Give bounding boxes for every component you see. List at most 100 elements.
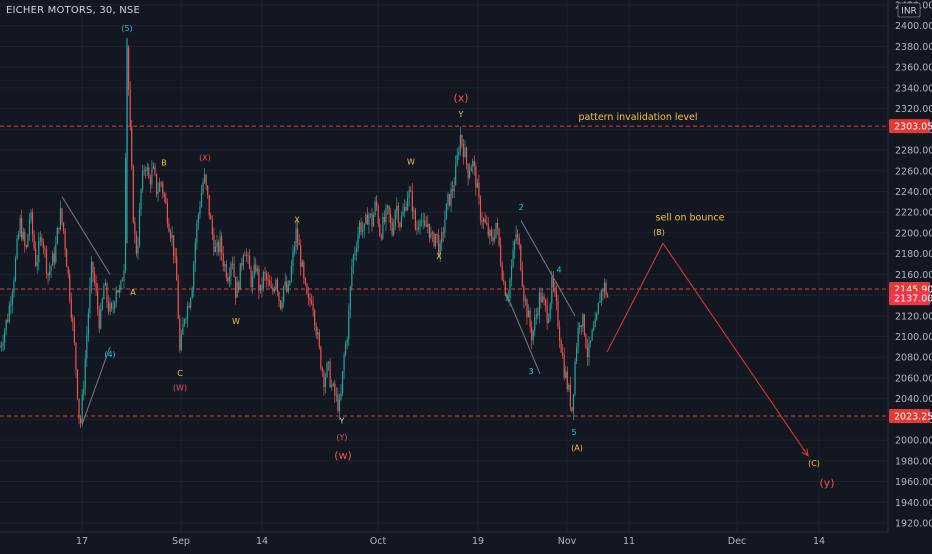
- candle-body: [596, 314, 598, 320]
- candle-body: [87, 312, 89, 336]
- candle-body: [21, 218, 23, 240]
- price-tick-label: 2240.00: [895, 187, 932, 198]
- price-axis-bg: [888, 0, 932, 550]
- candle-body: [78, 398, 80, 419]
- candle-body: [462, 144, 465, 158]
- candle-body: [180, 334, 182, 350]
- candle-body: [531, 327, 533, 341]
- candle-body: [393, 227, 395, 235]
- candle-body: [512, 249, 514, 267]
- candle-body: [165, 196, 167, 204]
- candle-body: [217, 242, 220, 253]
- candle-body: [109, 303, 111, 312]
- wave-label: (x): [453, 91, 468, 104]
- wave-label: 4: [556, 265, 561, 274]
- candle-body: [582, 314, 584, 327]
- wave-label: (W): [173, 383, 187, 392]
- candle-body: [25, 245, 27, 248]
- candle-body: [428, 223, 430, 238]
- candle-body: [255, 264, 257, 272]
- candle-body: [233, 263, 235, 277]
- candle-body: [377, 206, 379, 224]
- projection-line: [606, 242, 809, 456]
- candle-body: [137, 245, 139, 254]
- candle-body: [231, 263, 234, 265]
- candle-body: [421, 220, 423, 222]
- candle-body: [583, 314, 585, 335]
- candle-body: [235, 276, 237, 298]
- candle-body: [190, 298, 192, 308]
- candle-body: [149, 178, 151, 185]
- current-price-badge: [889, 291, 930, 306]
- candle-body: [501, 264, 503, 280]
- candle-body: [279, 300, 282, 309]
- candle-body: [0, 346, 1, 348]
- candle-body: [236, 282, 238, 298]
- candle-body: [580, 325, 582, 327]
- candle-body: [194, 242, 196, 264]
- candle-body: [509, 279, 511, 298]
- candle-body: [562, 352, 564, 356]
- candle-body: [227, 277, 229, 282]
- candle-body: [563, 355, 565, 378]
- time-tick-label: Sep: [172, 536, 190, 547]
- candle-body: [92, 261, 94, 273]
- wave-label: (X): [199, 153, 211, 162]
- trendline: [520, 220, 576, 317]
- candle-body: [390, 214, 392, 223]
- candle-body: [603, 282, 606, 292]
- candle-body: [569, 384, 571, 408]
- candle-body: [332, 383, 334, 386]
- candle-body: [33, 234, 35, 249]
- candle-body: [498, 228, 500, 245]
- candle-body: [281, 302, 283, 309]
- candle-body: [44, 247, 46, 249]
- candle-body: [376, 201, 378, 207]
- candle-body: [473, 160, 475, 167]
- candle-body: [41, 237, 43, 243]
- time-axis[interactable]: 17 Sep 14 Oct 19 Nov 11 Dec 14: [0, 531, 888, 547]
- candle-body: [283, 286, 285, 303]
- candle-body: [115, 290, 117, 303]
- candle-body: [112, 308, 114, 310]
- candle-body: [200, 192, 203, 207]
- candle-body: [602, 289, 604, 292]
- candle-body: [461, 134, 463, 145]
- candle-body: [574, 361, 576, 395]
- candle-body: [402, 212, 404, 216]
- price-axis[interactable]: 1920.001940.001960.001980.002000.002020.…: [887, 0, 932, 550]
- candle-body: [138, 209, 141, 246]
- price-tick-label: 1940.00: [895, 498, 932, 509]
- candle-body: [366, 214, 368, 225]
- candle-body: [532, 330, 534, 341]
- price-tick-label: 2360.00: [895, 63, 932, 74]
- candle-body: [456, 154, 458, 165]
- candle-body: [450, 188, 452, 206]
- candle-body: [314, 310, 316, 325]
- candle-body: [568, 384, 570, 390]
- candle-body: [524, 299, 527, 302]
- candle-body: [324, 376, 327, 387]
- candle-body: [191, 289, 193, 299]
- candle-body: [500, 244, 502, 265]
- candle-body: [56, 227, 58, 245]
- trendlines: [61, 196, 576, 425]
- candle-body: [335, 394, 337, 396]
- candle-body: [503, 279, 505, 283]
- time-tick-label: Dec: [728, 536, 746, 547]
- candle-body: [89, 285, 91, 313]
- projection-arrowhead: [801, 448, 809, 457]
- price-tick-label: 2120.00: [895, 311, 932, 322]
- candle-body: [427, 223, 429, 227]
- price-tick-label: 2260.00: [895, 166, 932, 177]
- candle-body: [368, 215, 370, 225]
- candle-body: [534, 317, 536, 331]
- candle-body: [244, 255, 246, 257]
- candle-body: [98, 308, 100, 329]
- candle-body: [571, 407, 573, 411]
- candle-body: [131, 127, 133, 167]
- candle-body: [8, 305, 10, 322]
- time-tick-label: Nov: [558, 536, 577, 547]
